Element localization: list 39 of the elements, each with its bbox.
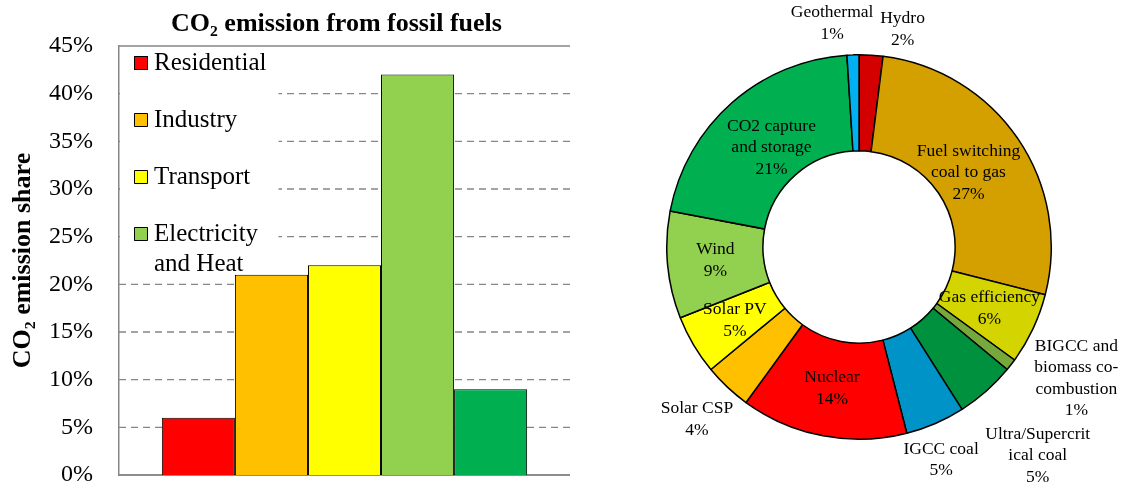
slice-label: Hydro	[880, 7, 926, 28]
slice-label: Solar CSP	[660, 397, 734, 418]
y-tick-label: 15%	[49, 317, 93, 344]
data-label: 1%	[820, 22, 844, 43]
slice-label: CO2 capture and storage	[727, 114, 817, 157]
data-label: 1%	[1064, 399, 1089, 420]
data-label: 5%	[723, 319, 747, 340]
data-label: 5%	[1026, 465, 1050, 486]
y-axis-title: CO₂ emission share	[7, 152, 37, 369]
data-label: 4%	[685, 418, 709, 439]
legend-label: Residential	[154, 47, 267, 75]
data-label: 21%	[755, 157, 788, 178]
y-tick-label: 35%	[49, 126, 93, 153]
legend-label: Transport	[154, 161, 251, 189]
data-label: 6%	[977, 307, 1002, 328]
data-label: 14%	[815, 387, 849, 408]
slice-label: Wind	[696, 238, 735, 259]
y-tick-label: 40%	[49, 78, 93, 105]
slice-label: IGCC coal	[903, 437, 979, 458]
data-label: 27%	[952, 182, 985, 203]
slice-label: Ultra/Supercritical coal	[985, 422, 1091, 465]
slice-label: Fuel switching coal to gas	[916, 139, 1021, 182]
data-label: 5%	[929, 459, 953, 480]
slice-label: Solar PV	[703, 298, 768, 319]
y-tick-label: 10%	[49, 364, 93, 391]
slice-label: Nuclear	[804, 366, 860, 387]
legend-label: Electricity and Heat	[154, 218, 259, 276]
data-label: 9%	[703, 259, 728, 280]
slice-label: BIGCC and biomass co-combustion	[1034, 334, 1119, 398]
y-tick-label: 20%	[49, 269, 93, 296]
y-tick-label: 45%	[49, 31, 93, 58]
data-label: 2%	[890, 28, 915, 49]
y-tick-label: 0%	[61, 460, 93, 487]
y-tick-label: 5%	[61, 412, 93, 439]
slice-label: Geothermal	[790, 1, 874, 22]
chart-title: CO₂ emission from fossil fuels	[171, 7, 502, 37]
y-tick-label: 30%	[49, 174, 93, 201]
legend-label: Industry	[154, 104, 238, 132]
y-tick-label: 25%	[49, 221, 93, 248]
